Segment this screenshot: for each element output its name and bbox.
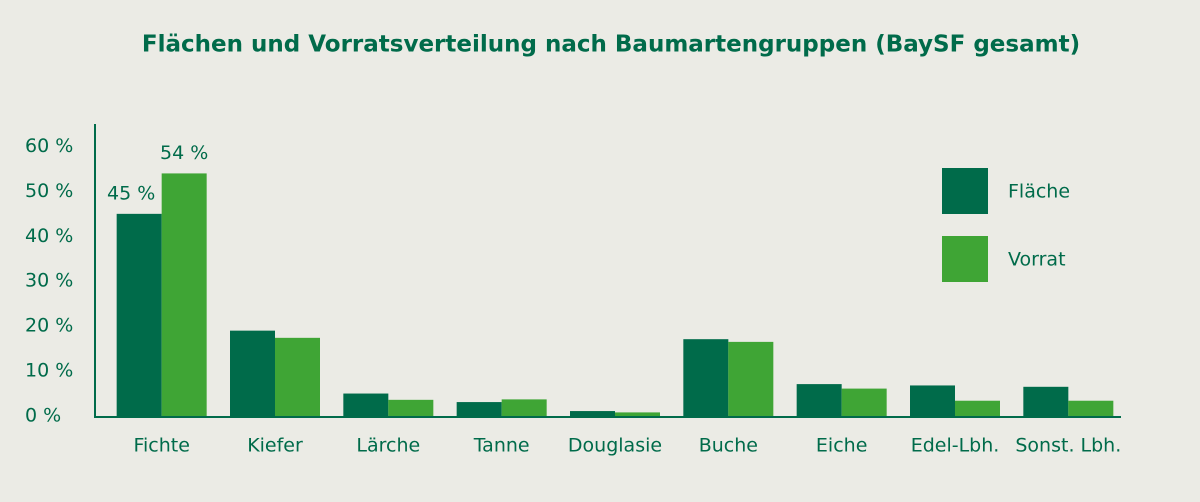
chart-title: Flächen und Vorratsverteilung nach Bauma… [142,32,1080,58]
bar [728,341,774,416]
legend-swatch [942,236,988,282]
bar [388,399,434,416]
data-label: 54 % [160,142,208,164]
x-tick-label: Buche [699,435,758,457]
x-tick-label: Sonst. Lbh. [1015,435,1121,457]
bar [116,213,162,416]
bar [230,330,275,416]
y-tick-label: 50 % [25,180,73,202]
legend-label: Vorrat [1008,249,1066,271]
bar [161,173,207,416]
bar [570,411,615,416]
bar [910,385,955,416]
bar [456,402,502,416]
bar [615,412,660,416]
y-tick-label: 40 % [25,225,73,247]
x-tick-label: Edel-Lbh. [911,435,1000,457]
x-tick-label: Eiche [816,435,867,457]
bar [1023,386,1069,416]
bar [501,399,547,416]
bar [841,388,887,416]
legend-label: Fläche [1008,181,1070,203]
x-tick-label: Lärche [356,435,420,457]
bar [955,400,1000,416]
y-tick-label: 20 % [25,315,73,337]
bar [1068,400,1114,416]
x-tick-label: Tanne [473,435,530,457]
data-label: 45 % [107,182,155,204]
legend-swatch [942,168,988,214]
bar [796,384,842,416]
y-tick-label: 60 % [25,135,73,157]
bar [275,337,320,416]
x-tick-label: Fichte [133,435,189,457]
bar [683,339,729,416]
y-tick-label: 0 % [25,405,61,427]
y-tick-label: 30 % [25,270,73,292]
bar [343,393,389,416]
x-tick-label: Douglasie [568,435,662,457]
y-tick-label: 10 % [25,360,73,382]
x-tick-label: Kiefer [247,435,303,457]
